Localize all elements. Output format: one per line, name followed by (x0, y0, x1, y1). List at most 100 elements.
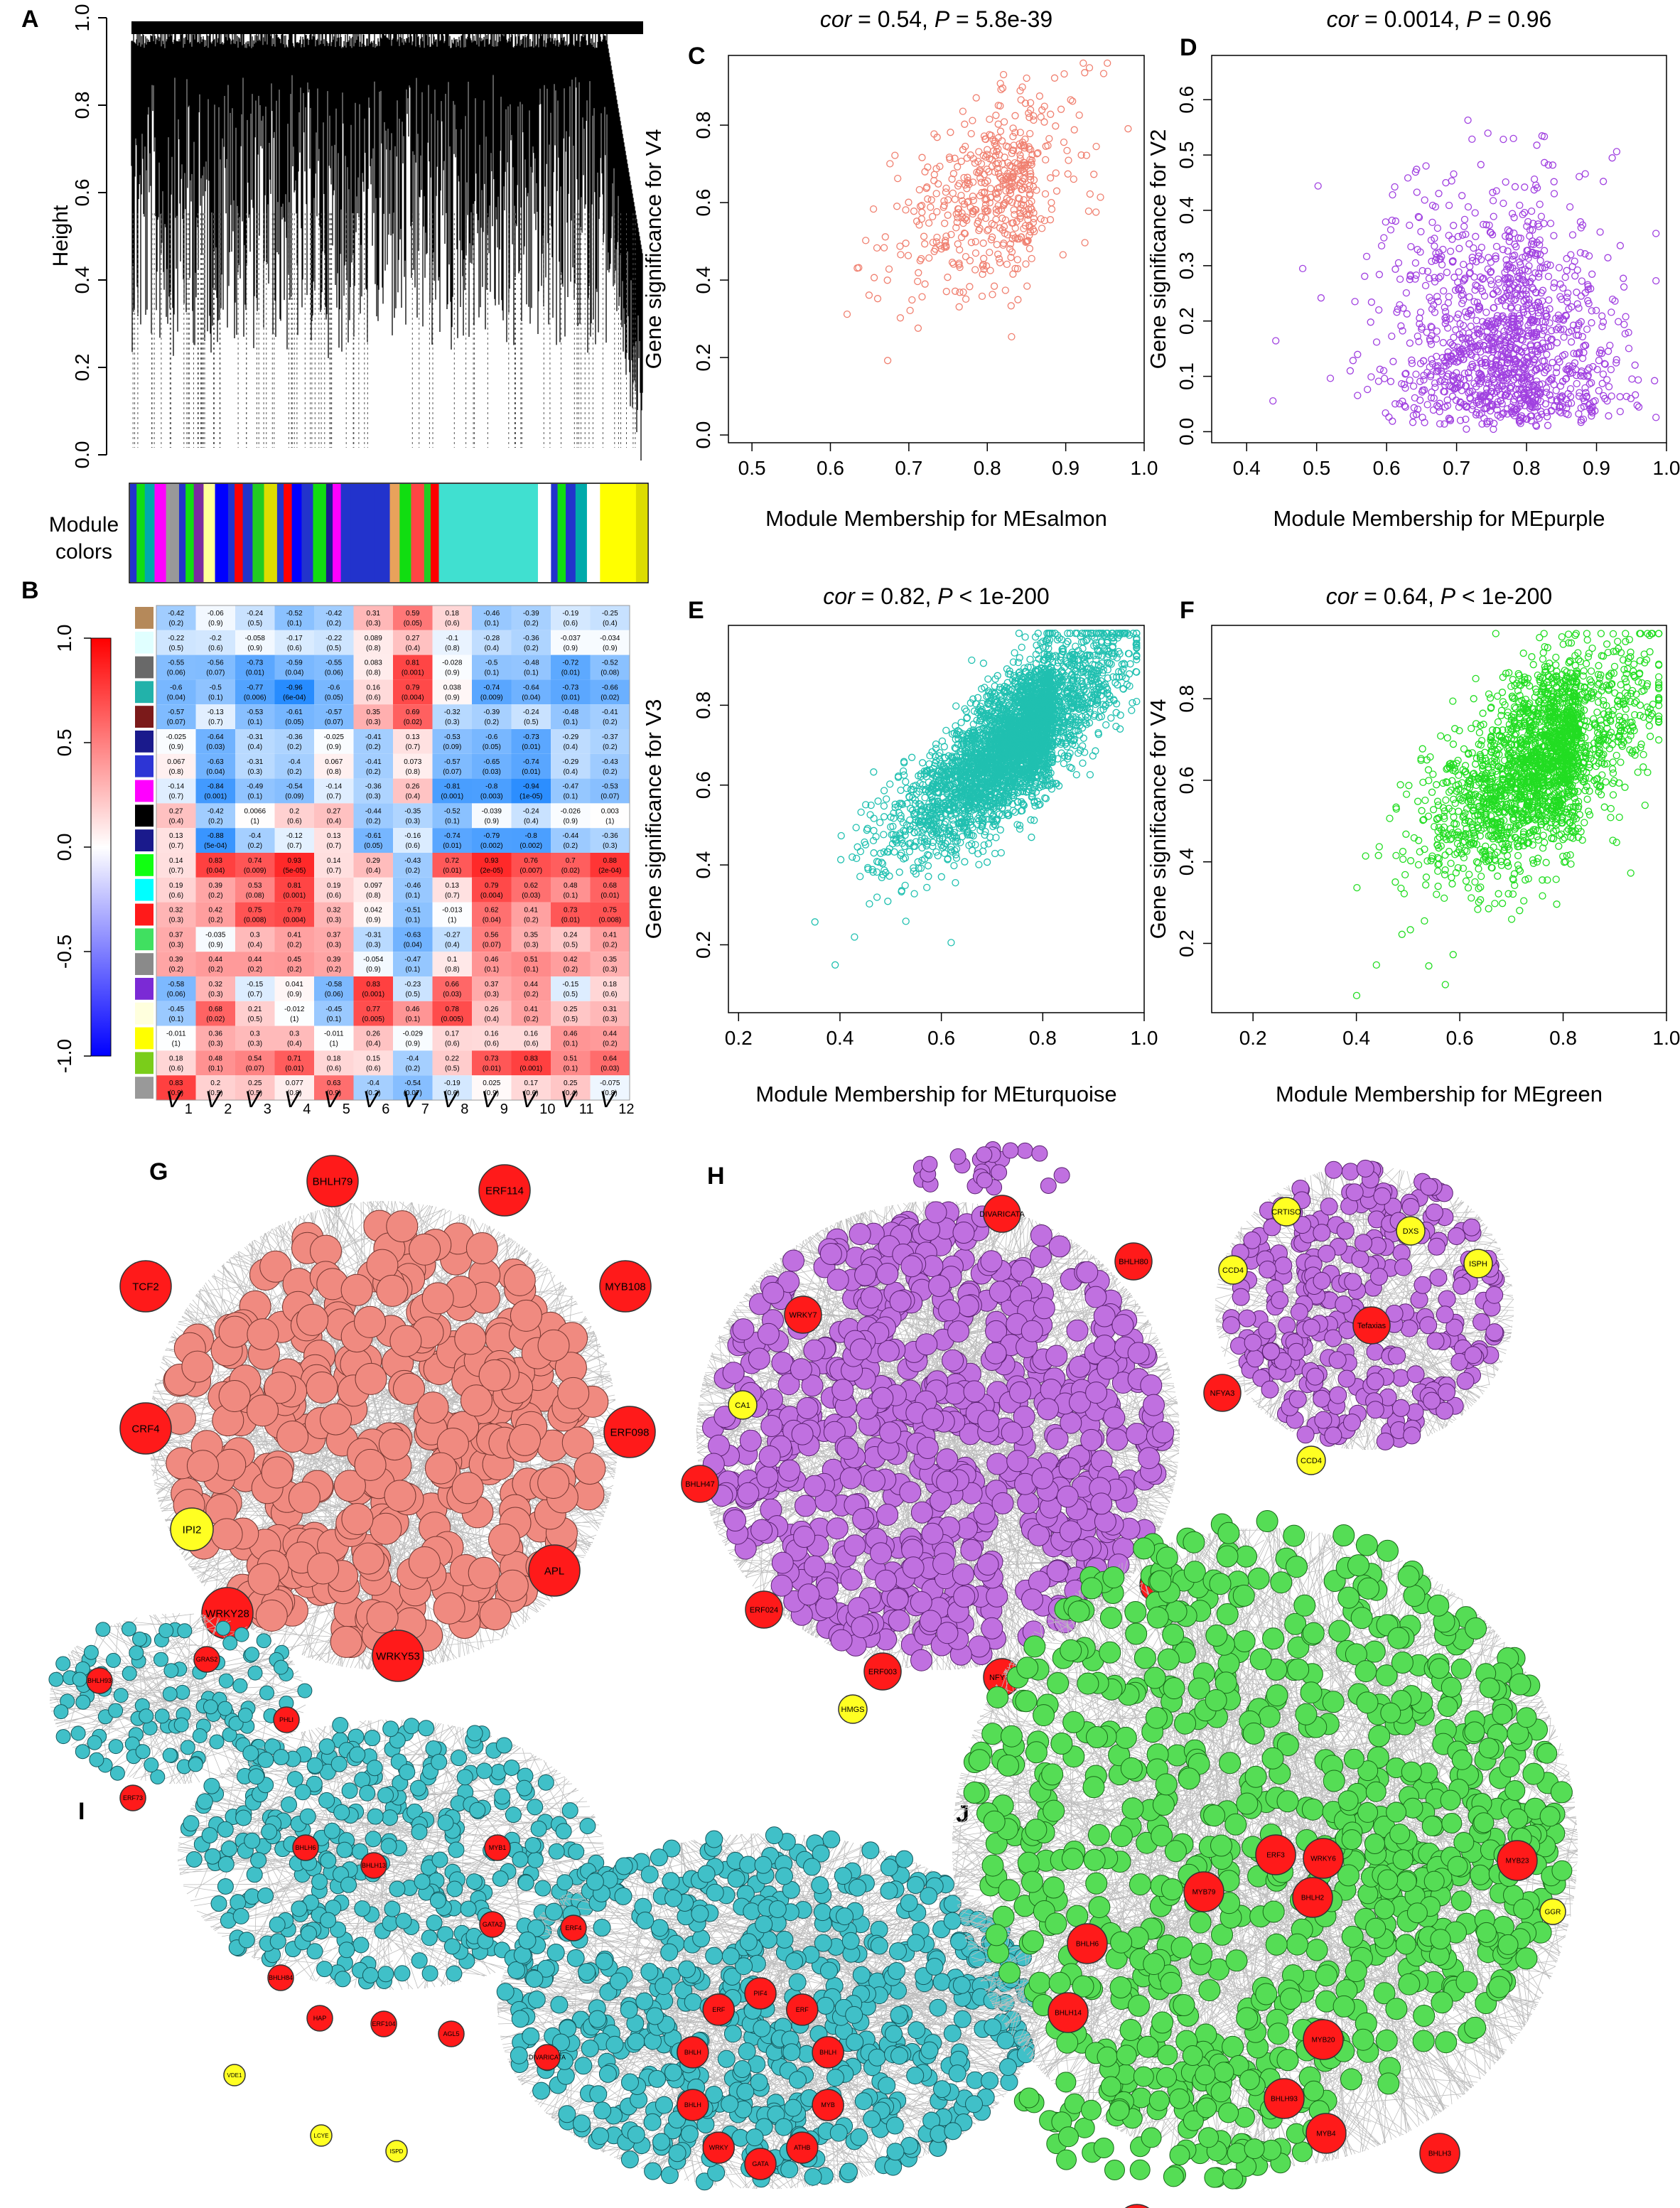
heatmap-cell (590, 902, 630, 927)
scatter-point (1616, 393, 1624, 401)
scatter-point (924, 837, 932, 846)
heatmap-cell-value: -0.96 (286, 684, 303, 691)
heatmap-cell (511, 1075, 551, 1100)
heatmap-cell-pvalue: (0.1) (287, 620, 302, 628)
scatter-point (1024, 237, 1032, 244)
scatter-point (1444, 324, 1452, 332)
heatmap-cell (314, 679, 354, 705)
scatter-point (1530, 186, 1538, 194)
heatmap-cell-pvalue: (0.3) (208, 991, 223, 998)
heatmap-cell (314, 1075, 354, 1100)
module-color-segment (276, 484, 284, 582)
heatmap-cell-pvalue: (0.6) (287, 645, 302, 652)
scatter-point (936, 162, 944, 171)
heatmap-cell-value: -0.53 (444, 733, 461, 741)
scatter-point (1499, 245, 1507, 254)
module-color-segment (325, 484, 333, 582)
scatter-point (1005, 196, 1013, 205)
heatmap-cell-value: 0.93 (485, 857, 499, 865)
module-color-segment (438, 484, 453, 582)
heatmap-cell-pvalue: (0.04) (167, 694, 185, 701)
scatter-point (1035, 92, 1044, 100)
heatmap-cell (353, 655, 393, 680)
heatmap-cell-value: 0.48 (564, 882, 578, 890)
y-tick-label: 0.6 (1175, 86, 1197, 114)
heatmap-column-subscript: 11 (579, 1102, 594, 1117)
scatter-point (1386, 226, 1395, 234)
heatmap-cell-value: 0.27 (169, 807, 183, 815)
scatter-point (959, 107, 967, 115)
heatmap-cell-pvalue: (0.9) (603, 645, 618, 652)
heatmap-cell-pvalue: (0.08) (601, 669, 619, 677)
scatter-point (1409, 382, 1418, 390)
scatter-point (1458, 286, 1465, 294)
heatmap-cell-pvalue: (0.2) (405, 867, 420, 875)
scatter-point (1460, 215, 1469, 224)
scatter-point (1545, 296, 1553, 304)
heatmap-cell-value: 0.25 (564, 1006, 578, 1013)
scatter-point (966, 699, 974, 707)
heatmap-cell-pvalue: (0.01) (443, 867, 461, 875)
panel-label-c: C (688, 43, 706, 70)
scatter-point (1527, 207, 1536, 215)
scatter-point (990, 282, 998, 290)
heatmap-cell-value: 0.44 (209, 956, 223, 964)
heatmap-cell (195, 902, 235, 927)
module-color-segment (612, 484, 625, 582)
scatter-point (1535, 389, 1543, 397)
heatmap-cell-pvalue: (0.3) (366, 941, 381, 949)
heatmap-cell-value: -0.56 (208, 659, 224, 667)
scatter-point (1546, 319, 1554, 327)
heatmap-cell (195, 952, 235, 976)
scatter-point (1042, 142, 1050, 150)
heatmap-cell (590, 803, 630, 829)
scatter-point (886, 780, 894, 788)
scatter-point (1018, 166, 1026, 173)
scatter-point (1555, 264, 1563, 271)
heatmap-cell (156, 927, 196, 952)
scatter-point (1423, 328, 1431, 336)
scatter-point (1021, 222, 1030, 230)
scatter-point (1555, 407, 1563, 415)
heatmap-column-subscript: 9 (500, 1102, 508, 1117)
scatter-point (1016, 151, 1024, 159)
y-tick-label: 0.2 (692, 344, 714, 372)
scatter-point (1446, 247, 1455, 255)
heatmap-cell-value: 0.25 (564, 1079, 578, 1087)
scatter-point (1005, 701, 1013, 709)
heatmap-cell-value: 0.32 (169, 907, 183, 915)
scatter-point (1430, 394, 1438, 402)
heatmap-cell-pvalue: (0.4) (366, 1040, 381, 1048)
scatter-point (893, 203, 901, 210)
heatmap-cell (314, 828, 354, 853)
scatter-point (956, 246, 964, 254)
scatter-point (856, 847, 865, 856)
scatter-point (1412, 271, 1420, 279)
scatter-point (1498, 313, 1506, 321)
scatter-point (1599, 318, 1608, 326)
heatmap-cell-pvalue: (0.3) (366, 793, 381, 801)
heatmap-cell (393, 853, 433, 878)
scatter-point (1501, 344, 1509, 352)
heatmap-cell-value: -0.53 (247, 709, 263, 716)
heatmap-cell-value: -0.054 (363, 956, 384, 964)
scatter-point (1573, 266, 1581, 274)
scatter-point (975, 148, 983, 156)
heatmap-cell-value: -0.27 (444, 931, 461, 939)
heatmap-cell-pvalue: (0.2) (524, 1016, 539, 1023)
heatmap-cell (235, 630, 275, 655)
heatmap-cell-pvalue: (0.07) (167, 718, 185, 726)
heatmap-cell-pvalue: (0.1) (247, 718, 262, 726)
heatmap-cell-value: 0.13 (406, 733, 420, 741)
heatmap-cell-value: -0.35 (404, 807, 421, 815)
scatter-point (1000, 202, 1008, 210)
scatter-point (1555, 316, 1563, 324)
heatmap-cell-value: -0.73 (562, 684, 578, 691)
scatter-point (1529, 318, 1536, 326)
heatmap-cell (353, 1050, 393, 1076)
heatmap-cell-value: -0.32 (444, 709, 461, 716)
scatter-point (1456, 416, 1465, 424)
scatter-point (1521, 402, 1529, 409)
scatter-point (873, 868, 881, 876)
scatter-point (1023, 74, 1030, 82)
